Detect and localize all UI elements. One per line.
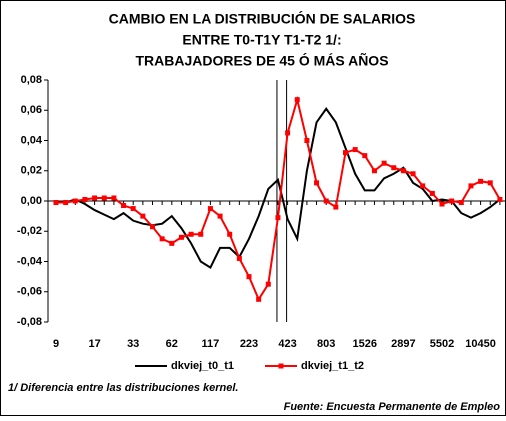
point (140, 213, 146, 219)
point (178, 234, 184, 240)
point (314, 180, 320, 186)
point (256, 296, 262, 302)
point (150, 224, 155, 230)
legend-label: dkviej_t1_t2 (301, 360, 364, 372)
x-tick-label: 9 (53, 338, 59, 350)
y-tick-label: 0,08 (21, 74, 42, 86)
x-tick-label: 5502 (430, 338, 454, 350)
x-tick-label: 803 (317, 338, 335, 350)
point (371, 168, 377, 174)
point (362, 153, 368, 159)
point (198, 231, 204, 237)
point (304, 138, 310, 143)
point (169, 240, 175, 246)
point (63, 200, 69, 206)
note: 1/ Diferencia entre las distribuciones k… (8, 382, 238, 394)
point (323, 198, 329, 204)
x-tick-label: 10450 (465, 338, 496, 350)
point (227, 231, 233, 237)
chart-title: TRABAJADORES DE 45 Ó MÁS AÑOS (135, 52, 388, 69)
chart-title: ENTRE T0-T1Y T1-T2 1/: (182, 32, 341, 48)
x-tick-label: 2897 (391, 338, 415, 350)
y-tick-label: 0,06 (21, 104, 42, 116)
point (246, 274, 252, 280)
point (130, 206, 136, 212)
point (217, 213, 223, 219)
point (429, 190, 435, 196)
point (101, 195, 107, 201)
x-tick-label: 33 (127, 338, 139, 350)
point (294, 97, 300, 103)
point (236, 255, 242, 261)
point (159, 236, 165, 242)
point (410, 171, 416, 177)
y-tick-label: 0,04 (21, 134, 43, 146)
y-tick-label: -0,02 (17, 225, 42, 237)
legend-label: dkviej_t0_t1 (171, 360, 234, 372)
point (381, 160, 387, 166)
y-tick-label: -0,08 (17, 316, 42, 328)
point (400, 168, 406, 174)
point (478, 178, 484, 184)
x-tick-label: 117 (202, 338, 220, 350)
point (497, 196, 503, 202)
point (265, 281, 271, 287)
y-tick-label: -0,06 (17, 286, 42, 298)
point (82, 196, 88, 202)
chart-title: CAMBIO EN LA DISTRIBUCIÓN DE SALARIOS (109, 10, 416, 27)
x-tick-label: 17 (88, 338, 100, 350)
point (188, 231, 194, 237)
x-tick-label: 1526 (353, 338, 377, 350)
point (333, 204, 339, 210)
source: Fuente: Encuesta Permanente de Empleo (284, 401, 501, 413)
point (53, 200, 59, 206)
y-tick-label: 0,00 (21, 195, 42, 207)
point (207, 206, 213, 212)
point (458, 200, 464, 206)
point (285, 130, 291, 136)
series-line (56, 107, 501, 269)
x-tick-label: 62 (166, 338, 178, 350)
point (420, 183, 426, 189)
point (111, 195, 117, 201)
point (275, 215, 281, 221)
point (391, 165, 397, 171)
point (468, 183, 474, 189)
point (92, 195, 98, 201)
point (449, 198, 455, 204)
x-tick-label: 223 (240, 338, 258, 350)
point (72, 198, 78, 204)
y-tick-label: -0,04 (17, 255, 43, 267)
point (352, 147, 358, 153)
point (439, 201, 445, 207)
x-tick-label: 423 (278, 338, 296, 350)
point (343, 150, 348, 156)
point (121, 203, 127, 209)
legend-marker (278, 363, 284, 369)
point (487, 180, 493, 186)
y-tick-label: 0,02 (21, 165, 42, 177)
